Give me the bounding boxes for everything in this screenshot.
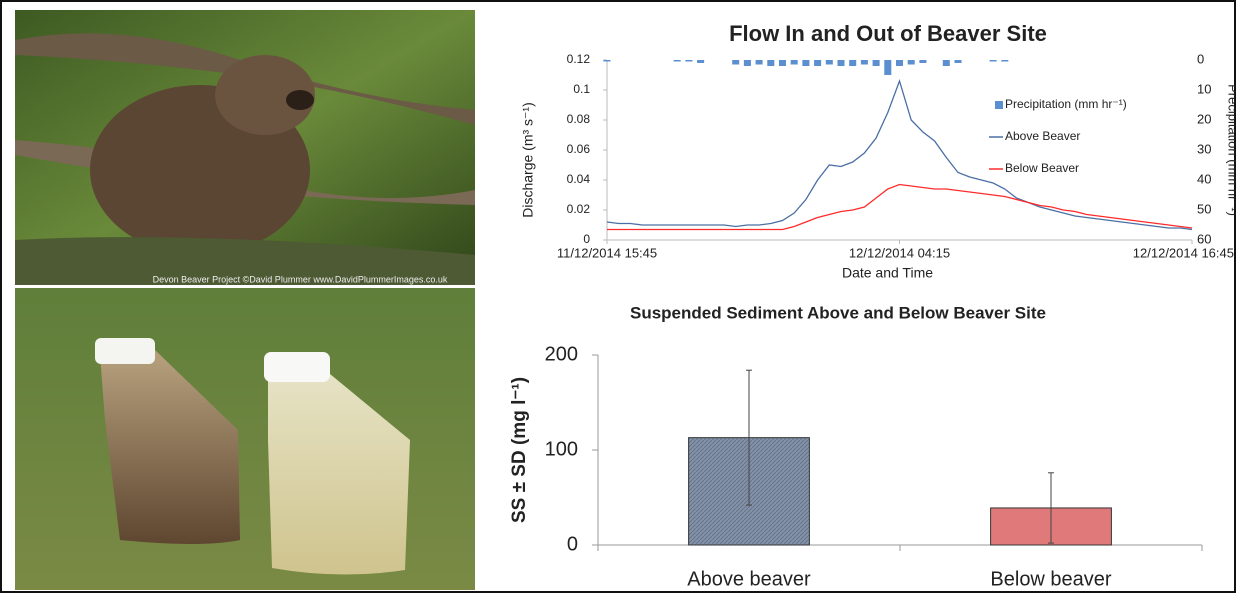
precipitation-bar xyxy=(873,60,880,66)
y2-tick-label: 10 xyxy=(1197,81,1211,96)
slide: Devon Beaver Project ©David Plummer www.… xyxy=(0,0,1236,593)
precipitation-bar xyxy=(919,60,926,63)
y2-tick-label: 0 xyxy=(1197,51,1204,66)
beaver-photo: Devon Beaver Project ©David Plummer www.… xyxy=(15,10,475,285)
precipitation-bar xyxy=(791,60,798,65)
y-tick-label: 100 xyxy=(545,438,578,460)
x-tick-label: 12/12/2014 04:15 xyxy=(849,245,950,260)
y-tick-label: 0.12 xyxy=(567,52,591,66)
precipitation-bar xyxy=(685,60,692,62)
y-tick-label: 0.1 xyxy=(573,82,590,96)
y-tick-label: 0.08 xyxy=(567,112,591,126)
precipitation-bar xyxy=(943,60,950,66)
y-tick-label: 0.02 xyxy=(567,202,591,216)
legend-label: Precipitation (mm hr⁻¹) xyxy=(1005,97,1127,111)
precipitation-bar xyxy=(1001,60,1008,62)
y2-axis-label: Precipitation (mm hr⁻¹) xyxy=(1226,84,1236,216)
legend-label: Above Beaver xyxy=(1005,129,1080,143)
legend-label: Below Beaver xyxy=(1005,161,1079,175)
legend-swatch xyxy=(995,101,1003,109)
y2-tick-label: 30 xyxy=(1197,141,1211,156)
precipitation-bar xyxy=(990,60,997,62)
x-axis-label: Date and Time xyxy=(842,265,933,281)
precipitation-bar xyxy=(756,60,763,65)
precipitation-bar xyxy=(896,60,903,66)
y2-tick-label: 20 xyxy=(1197,111,1211,126)
y-axis-label: Discharge (m³ s⁻¹) xyxy=(520,102,536,218)
bottles-photo xyxy=(15,288,475,590)
y-tick-label: 0.06 xyxy=(567,142,591,156)
precipitation-bar xyxy=(849,60,856,66)
precipitation-bar xyxy=(674,60,681,62)
precipitation-bar xyxy=(908,60,915,65)
precipitation-bar xyxy=(767,60,774,66)
y2-tick-label: 50 xyxy=(1197,201,1211,216)
precipitation-bar xyxy=(779,60,786,66)
precipitation-bar xyxy=(826,60,833,65)
y-tick-label: 0.04 xyxy=(567,172,591,186)
precipitation-bar xyxy=(861,60,868,65)
precipitation-bar xyxy=(744,60,751,66)
y2-tick-label: 40 xyxy=(1197,171,1211,186)
y2-tick-label: 60 xyxy=(1197,231,1211,246)
y-tick-label: 0 xyxy=(567,533,578,555)
y-tick-label: 200 xyxy=(545,343,578,365)
chart-title: Flow In and Out of Beaver Site xyxy=(729,21,1047,46)
precipitation-bar xyxy=(954,60,961,63)
precipitation-bar xyxy=(603,60,610,62)
chart-title: Suspended Sediment Above and Below Beave… xyxy=(630,303,1046,322)
y-tick-label: 0 xyxy=(583,232,590,246)
x-tick-label: Below beaver xyxy=(990,568,1112,590)
precipitation-bar xyxy=(802,60,809,66)
precipitation-bar xyxy=(697,60,704,63)
x-tick-label: 11/12/2014 15:45 xyxy=(557,245,657,260)
photo-credit: Devon Beaver Project ©David Plummer www.… xyxy=(153,274,448,284)
precipitation-bar xyxy=(837,60,844,66)
precipitation-bar xyxy=(732,60,739,65)
x-tick-label: 12/12/2014 16:45 xyxy=(1133,245,1234,260)
page: {"photo_credit": "Devon Beaver Project ©… xyxy=(0,0,1236,593)
precipitation-bar xyxy=(814,60,821,66)
x-tick-label: Above beaver xyxy=(687,568,811,590)
y-axis-label: SS ± SD (mg l⁻¹) xyxy=(509,377,530,523)
precipitation-bar xyxy=(884,60,891,75)
series-line xyxy=(607,185,1192,230)
